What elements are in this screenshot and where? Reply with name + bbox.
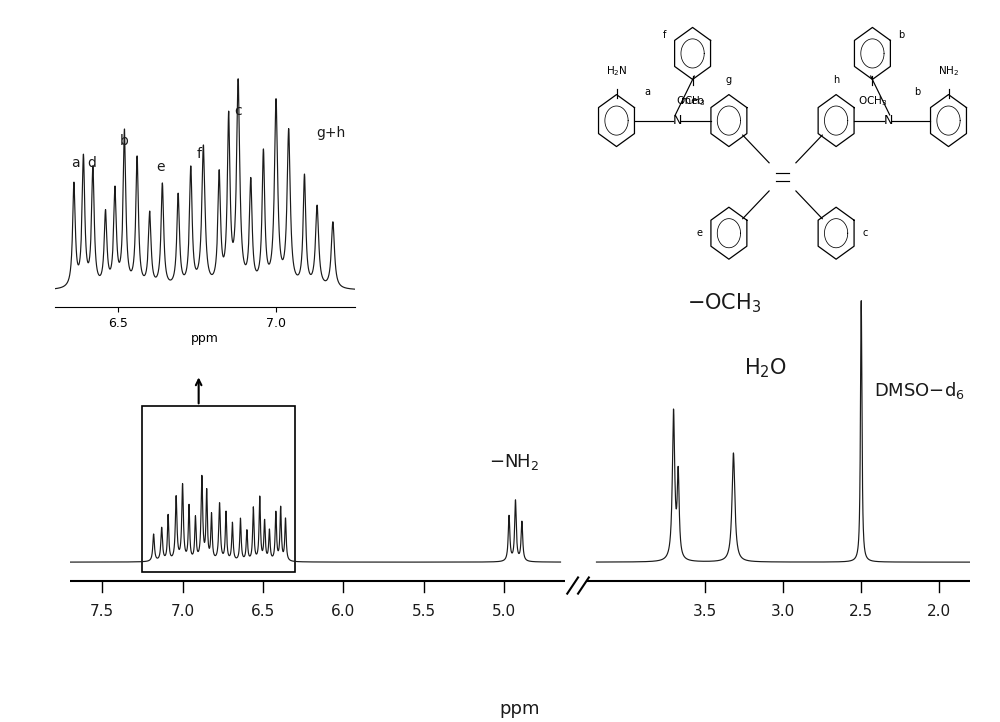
- Text: f: f: [663, 30, 667, 40]
- Text: 5.0: 5.0: [492, 604, 516, 619]
- Text: ppm: ppm: [500, 700, 540, 718]
- X-axis label: ppm: ppm: [191, 332, 219, 345]
- Text: c: c: [862, 228, 867, 238]
- Text: 3.0: 3.0: [771, 604, 795, 619]
- Text: e: e: [697, 228, 703, 238]
- Text: OCH$_3$: OCH$_3$: [676, 95, 706, 108]
- Text: DMSO$-$d$_6$: DMSO$-$d$_6$: [874, 380, 964, 401]
- Text: a: a: [645, 87, 651, 97]
- Text: b: b: [120, 134, 129, 148]
- Text: 2.0: 2.0: [927, 604, 951, 619]
- Text: c: c: [234, 104, 242, 118]
- Text: 2.5: 2.5: [849, 604, 873, 619]
- Text: $-$NH$_2$: $-$NH$_2$: [489, 452, 540, 472]
- Text: f: f: [196, 147, 201, 161]
- Text: b: b: [914, 87, 920, 97]
- Text: g+h: g+h: [317, 126, 346, 139]
- Text: 7.0: 7.0: [171, 604, 195, 619]
- Text: g: g: [726, 75, 732, 85]
- Bar: [142, 406, 295, 573]
- Text: 3.5: 3.5: [693, 604, 718, 619]
- Text: d: d: [87, 156, 96, 170]
- Text: H$_2$O: H$_2$O: [744, 356, 787, 380]
- Text: b: b: [898, 30, 905, 40]
- Text: h: h: [833, 75, 839, 85]
- Text: $-$OCH$_3$: $-$OCH$_3$: [687, 292, 761, 316]
- Text: meo: meo: [681, 96, 704, 106]
- Text: 5.5: 5.5: [412, 604, 436, 619]
- Text: H$_2$N: H$_2$N: [606, 64, 627, 78]
- Text: N: N: [883, 114, 893, 127]
- Text: N: N: [672, 114, 682, 127]
- Text: NH$_2$: NH$_2$: [938, 64, 959, 78]
- Text: 6.0: 6.0: [331, 604, 356, 619]
- Text: 7.5: 7.5: [90, 604, 114, 619]
- Text: e: e: [157, 160, 165, 174]
- Text: 6.5: 6.5: [251, 604, 275, 619]
- Text: OCH$_3$: OCH$_3$: [858, 95, 887, 108]
- Text: a: a: [71, 156, 80, 170]
